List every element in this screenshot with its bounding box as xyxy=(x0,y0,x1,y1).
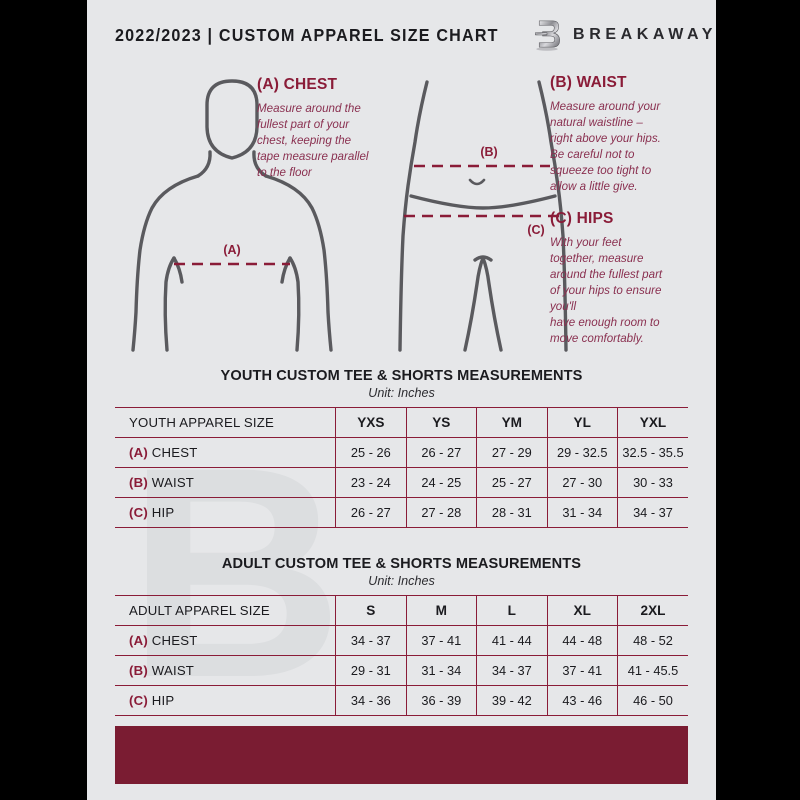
youth-r1-c2: 25 - 27 xyxy=(476,467,547,498)
adult-row-2-tag: (C) xyxy=(129,693,148,708)
adult-row-2-name: HIP xyxy=(151,693,175,708)
adult-row-1-tag: (B) xyxy=(129,663,148,678)
callout-chest: (A) CHEST Measure around the fullest par… xyxy=(257,76,409,181)
adult-row-1-label: (B) WAIST xyxy=(115,655,336,686)
table-row: (A) CHEST 25 - 26 26 - 27 27 - 29 29 - 3… xyxy=(115,437,688,468)
navel-mark xyxy=(468,178,486,186)
adult-r2-c4: 46 - 50 xyxy=(616,685,688,716)
youth-r0-c3: 29 - 32.5 xyxy=(546,437,618,468)
adult-r2-c0: 34 - 36 xyxy=(335,685,407,716)
table-row: (B) WAIST 23 - 24 24 - 25 25 - 27 27 - 3… xyxy=(115,467,688,498)
upper-body-figure: (A) xyxy=(131,79,333,352)
callout-hips-title: (C) HIPS xyxy=(550,210,614,227)
adult-row-0-tag: (A) xyxy=(129,633,148,648)
adult-row-1-name: WAIST xyxy=(151,663,195,678)
callout-waist-body: Measure around your natural waistline – … xyxy=(550,100,661,193)
adult-row-2-label: (C) HIP xyxy=(115,685,336,716)
page-header: 2022/2023 | CUSTOM APPAREL SIZE CHART xyxy=(87,0,716,70)
youth-r2-c2: 28 - 31 xyxy=(476,497,547,528)
callout-hips: (C) HIPS With your feet together, measur… xyxy=(550,210,700,347)
youth-row-1-tag: (B) xyxy=(129,475,148,490)
lower-body-figure: (B) (C) xyxy=(398,80,568,352)
youth-r2-c0: 26 - 27 xyxy=(335,497,407,528)
callout-chest-body: Measure around the fullest part of your … xyxy=(257,102,369,179)
measurement-figures: (A) (B) (C) (A) CHEST xyxy=(87,70,716,360)
youth-table-unit: Unit: Inches xyxy=(368,386,435,400)
adult-table-title: ADULT CUSTOM TEE & SHORTS MEASUREMENTS xyxy=(221,556,582,572)
callout-chest-title: (A) CHEST xyxy=(257,76,338,93)
table-header-row: ADULT APPAREL SIZE S M L XL 2XL xyxy=(115,595,688,626)
adult-r2-c2: 39 - 42 xyxy=(476,685,547,716)
youth-size-table: YOUTH APPAREL SIZE YXS YS YM YL YXL (A) … xyxy=(115,407,688,528)
youth-r2-c3: 31 - 34 xyxy=(546,497,618,528)
table-row: (B) WAIST 29 - 31 31 - 34 34 - 37 37 - 4… xyxy=(115,655,688,686)
adult-r1-c0: 29 - 31 xyxy=(335,655,407,686)
adult-row-0-label: (A) CHEST xyxy=(115,625,336,656)
callout-waist-title: (B) WAIST xyxy=(550,74,627,91)
youth-row-2-label: (C) HIP xyxy=(115,497,336,528)
youth-row-0-label: (A) CHEST xyxy=(115,437,336,468)
size-chart-page: B 2022/2023 | CUSTOM APPAREL SIZE CHART xyxy=(87,0,716,800)
table-row: (A) CHEST 34 - 37 37 - 41 41 - 44 44 - 4… xyxy=(115,625,688,656)
page-title: 2022/2023 | CUSTOM APPAREL SIZE CHART xyxy=(115,24,499,45)
youth-r2-c4: 34 - 37 xyxy=(616,497,688,528)
youth-table-title: YOUTH CUSTOM TEE & SHORTS MEASUREMENTS xyxy=(220,368,583,384)
adult-measurements-block: ADULT CUSTOM TEE & SHORTS MEASUREMENTS U… xyxy=(115,556,688,716)
table-row: (C) HIP 34 - 36 36 - 39 39 - 42 43 - 46 … xyxy=(115,685,688,716)
adult-size-header: ADULT APPAREL SIZE xyxy=(115,595,336,626)
chest-measure-label: (A) xyxy=(223,243,240,257)
footer-accent-bar xyxy=(115,726,688,784)
adult-r2-c1: 36 - 39 xyxy=(405,685,477,716)
adult-r0-c1: 37 - 41 xyxy=(405,625,477,656)
adult-r0-c3: 44 - 48 xyxy=(546,625,618,656)
adult-size-col-1: M xyxy=(405,595,477,626)
adult-table-unit: Unit: Inches xyxy=(368,574,435,588)
youth-measurements-block: YOUTH CUSTOM TEE & SHORTS MEASUREMENTS U… xyxy=(115,368,688,528)
youth-r1-c0: 23 - 24 xyxy=(335,467,407,498)
youth-row-1-label: (B) WAIST xyxy=(115,467,336,498)
table-header-row: YOUTH APPAREL SIZE YXS YS YM YL YXL xyxy=(115,407,688,438)
adult-r1-c2: 34 - 37 xyxy=(476,655,547,686)
youth-row-0-tag: (A) xyxy=(129,445,148,460)
youth-r1-c3: 27 - 30 xyxy=(546,467,618,498)
breakaway-b-logo-icon xyxy=(535,20,560,51)
hips-measure-label: (C) xyxy=(527,223,544,237)
youth-row-2-tag: (C) xyxy=(129,505,148,520)
brand-name: BREAKAWAY xyxy=(573,26,716,43)
table-row: (C) HIP 26 - 27 27 - 28 28 - 31 31 - 34 … xyxy=(115,497,688,528)
adult-r0-c0: 34 - 37 xyxy=(335,625,407,656)
youth-r1-c1: 24 - 25 xyxy=(405,467,477,498)
youth-r0-c0: 25 - 26 xyxy=(335,437,407,468)
adult-size-col-2: L xyxy=(476,595,547,626)
brand-lockup: BREAKAWAY xyxy=(532,18,716,52)
adult-r0-c2: 41 - 44 xyxy=(476,625,547,656)
adult-size-col-3: XL xyxy=(546,595,618,626)
youth-r0-c4: 32.5 - 35.5 xyxy=(616,437,688,468)
adult-size-table: ADULT APPAREL SIZE S M L XL 2XL (A) CHES… xyxy=(115,595,688,716)
adult-r1-c3: 37 - 41 xyxy=(546,655,618,686)
youth-r2-c1: 27 - 28 xyxy=(405,497,477,528)
callout-hips-body: With your feet together, measure around … xyxy=(550,236,663,345)
adult-size-col-4: 2XL xyxy=(616,595,688,626)
youth-size-col-1: YS xyxy=(405,407,477,438)
youth-size-col-4: YXL xyxy=(616,407,688,438)
youth-size-col-0: YXS xyxy=(335,407,407,438)
youth-row-0-name: CHEST xyxy=(151,445,198,460)
adult-size-col-0: S xyxy=(335,595,407,626)
adult-r1-c1: 31 - 34 xyxy=(405,655,477,686)
youth-r0-c2: 27 - 29 xyxy=(476,437,547,468)
adult-r1-c4: 41 - 45.5 xyxy=(616,655,688,686)
waist-measure-label: (B) xyxy=(480,145,497,159)
youth-row-2-name: HIP xyxy=(151,505,175,520)
youth-row-1-name: WAIST xyxy=(151,475,195,490)
youth-size-col-3: YL xyxy=(546,407,618,438)
adult-r0-c4: 48 - 52 xyxy=(616,625,688,656)
youth-size-header: YOUTH APPAREL SIZE xyxy=(115,407,336,438)
youth-r0-c1: 26 - 27 xyxy=(405,437,477,468)
adult-r2-c3: 43 - 46 xyxy=(546,685,618,716)
youth-size-col-2: YM xyxy=(476,407,547,438)
callout-waist: (B) WAIST Measure around your natural wa… xyxy=(550,74,700,195)
youth-r1-c4: 30 - 33 xyxy=(616,467,688,498)
adult-row-0-name: CHEST xyxy=(151,633,198,648)
